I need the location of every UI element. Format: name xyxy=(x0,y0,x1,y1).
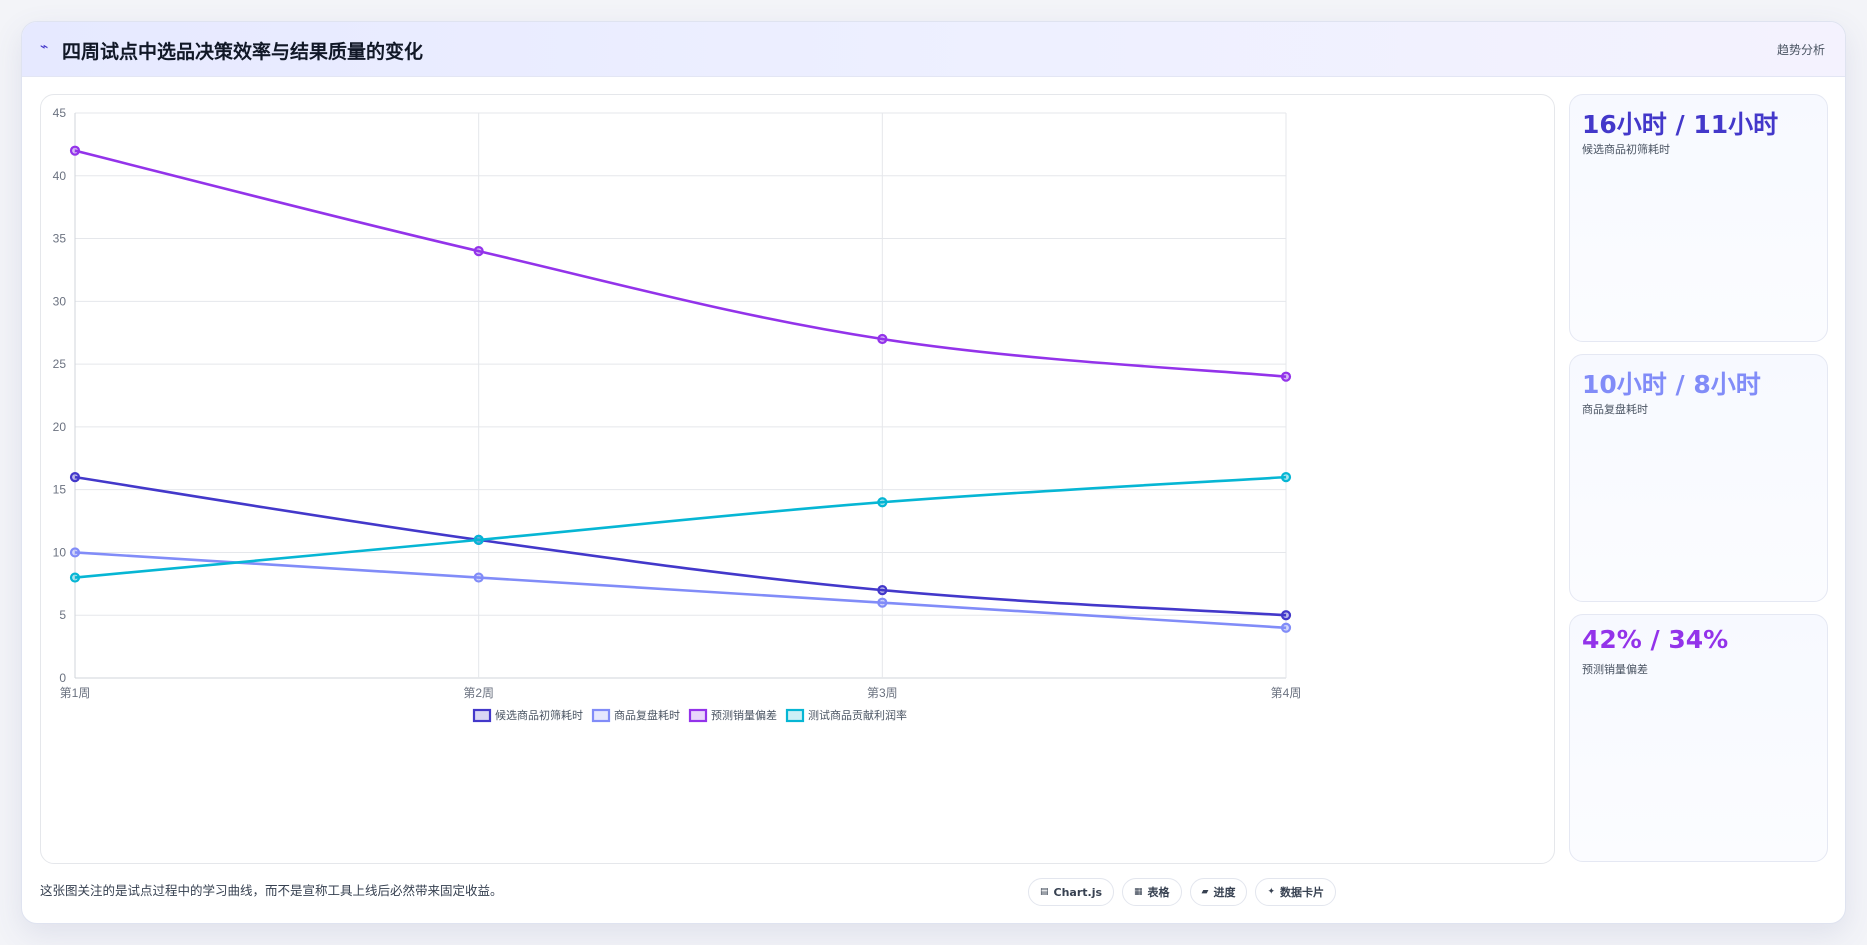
kpi-value: 16小时 / 11小时 xyxy=(1582,110,1779,139)
trend-analysis-badge: 趋势分析 xyxy=(1776,43,1825,57)
data-point xyxy=(1280,371,1292,382)
chip-chartjs[interactable]: ▤ Chart.js xyxy=(1028,878,1115,906)
y-tick-label: 15 xyxy=(53,483,67,497)
line-chart-panel: 0 5 10 15 20 25 30 35 40 45 第1周 第2周 第3周 第4周候选商品初筛耗时 商品… xyxy=(40,94,1555,864)
y-tick-label: 35 xyxy=(53,232,67,246)
y-tick-label: 20 xyxy=(53,420,67,434)
series-line xyxy=(74,149,1287,378)
trend-icon: ⌁ xyxy=(40,39,49,55)
kpi-label: 商品复盘耗时 xyxy=(1582,403,1648,416)
data-point xyxy=(473,572,484,583)
legend-swatch xyxy=(472,708,492,723)
data-point xyxy=(69,572,81,583)
data-point xyxy=(877,497,888,508)
card-header: ⌁ 四周试点中选品决策效率与结果质量的变化 趋势分析 xyxy=(22,22,1845,77)
data-point xyxy=(877,597,888,608)
x-tick-label: 第1周 xyxy=(60,686,91,700)
footer-note: 这张图关注的是试点过程中的学习曲线，而不是宣称工具上线后必然带来固定收益。 xyxy=(40,883,503,898)
series-line xyxy=(74,551,1287,630)
y-tick-label: 25 xyxy=(53,357,67,371)
data-point xyxy=(69,145,81,156)
x-tick-label: 第3周 xyxy=(867,686,898,700)
y-tick-label: 10 xyxy=(53,545,67,559)
legend-label: 预测销量偏差 xyxy=(711,708,777,722)
legend-label: 商品复盘耗时 xyxy=(614,708,680,722)
chip-label: Chart.js xyxy=(1053,885,1103,899)
series-line xyxy=(74,475,1287,579)
chip-label: 进度 xyxy=(1213,886,1236,899)
chip-label: 数据卡片 xyxy=(1280,886,1325,899)
chip-progress[interactable]: ▰ 进度 xyxy=(1189,878,1248,906)
legend-swatch xyxy=(688,708,708,723)
y-tick-label: 0 xyxy=(59,671,66,685)
kpi-card-forecast-deviation: 42% / 34% 预测销量偏差 xyxy=(1569,614,1828,862)
data-point xyxy=(473,246,484,257)
kpi-label: 预测销量偏差 xyxy=(1582,663,1648,676)
y-tick-label: 45 xyxy=(53,106,67,120)
progress-icon: ▰ xyxy=(1201,887,1209,897)
kpi-value: 42% / 34% xyxy=(1582,625,1729,654)
x-tick-label: 第4周 xyxy=(1271,686,1302,700)
data-point xyxy=(1280,472,1292,483)
kpi-value: 10小时 / 8小时 xyxy=(1582,370,1761,399)
legend-label: 测试商品贡献利润率 xyxy=(808,708,907,722)
data-point xyxy=(877,333,888,345)
legend-swatch xyxy=(591,708,611,723)
data-point xyxy=(69,547,81,558)
data-point xyxy=(473,534,484,545)
chip-data-card[interactable]: ✦ 数据卡片 xyxy=(1255,878,1337,906)
page-title: 四周试点中选品决策效率与结果质量的变化 xyxy=(62,41,424,63)
table-icon: ▦ xyxy=(1134,887,1143,897)
dashboard-card: ⌁ 四周试点中选品决策效率与结果质量的变化 趋势分析 0 5 10 15 20 25 30 3… xyxy=(21,21,1846,924)
sparkle-icon: ✦ xyxy=(1267,887,1276,897)
chip-table[interactable]: ▦ 表格 xyxy=(1122,878,1182,906)
kpi-card-review-time: 10小时 / 8小时 商品复盘耗时 xyxy=(1569,354,1828,602)
data-point xyxy=(877,585,888,596)
y-tick-label: 40 xyxy=(53,169,67,183)
feature-chips: ▤ Chart.js ▦ 表格 ▰ 进度 ✦ 数据卡片 xyxy=(1028,878,1337,906)
y-tick-label: 5 xyxy=(59,608,66,622)
data-point xyxy=(69,472,81,483)
x-tick-label: 第2周 xyxy=(463,686,494,700)
chart-icon: ▤ xyxy=(1040,887,1049,897)
legend-label: 候选商品初筛耗时 xyxy=(495,708,583,722)
legend-swatch xyxy=(785,708,805,723)
y-tick-label: 30 xyxy=(53,294,67,308)
kpi-card-screening-time: 16小时 / 11小时 候选商品初筛耗时 xyxy=(1569,94,1828,342)
data-point xyxy=(1280,610,1292,621)
data-point xyxy=(1280,622,1292,633)
chip-label: 表格 xyxy=(1147,886,1170,899)
kpi-label: 候选商品初筛耗时 xyxy=(1582,143,1670,156)
series-line xyxy=(74,475,1287,617)
